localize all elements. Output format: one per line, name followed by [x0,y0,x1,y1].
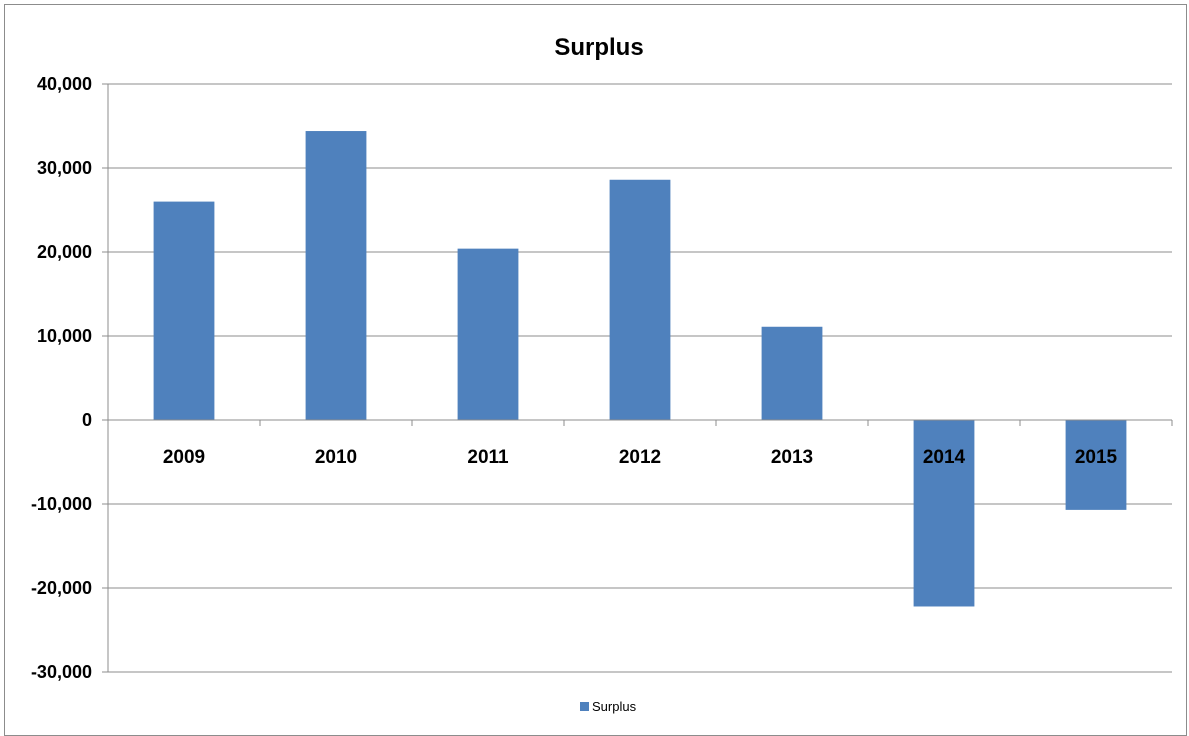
x-tick-labels: 2009 2010 2011 2012 2013 2014 2015 [163,447,1118,468]
x-tick-label: 2014 [923,447,966,468]
bar-2013 [761,326,823,420]
chart-title: Surplus [554,34,643,61]
bars [153,131,1127,607]
bar-2014 [913,420,975,607]
x-tick-label: 2009 [163,447,205,468]
bar-2011 [457,248,519,420]
x-tick-label: 2012 [619,447,661,468]
y-tick-label: 0 [82,410,92,430]
bar-2009 [153,201,215,420]
x-tick-label: 2013 [771,447,813,468]
legend-swatch [580,702,589,711]
y-tick-label: 30,000 [37,158,92,178]
y-tick-label: 10,000 [37,326,92,346]
x-tick-label: 2015 [1075,447,1118,468]
x-tick-label: 2011 [467,447,509,468]
bar-2015 [1065,420,1127,510]
bar-2012 [609,179,671,420]
legend: Surplus [580,699,637,714]
y-tick-label: 20,000 [37,242,92,262]
y-tick-label: -20,000 [31,578,92,598]
y-tick-label: -10,000 [31,494,92,514]
x-tick-label: 2010 [315,447,357,468]
y-tick-label: 40,000 [37,74,92,94]
axes [102,83,1173,673]
bar-2010 [305,131,367,421]
y-tick-labels: -30,000 -20,000 -10,000 0 10,000 20,000 30,000… [31,74,92,682]
legend-label: Surplus [592,699,637,714]
y-tick-label: -30,000 [31,662,92,682]
